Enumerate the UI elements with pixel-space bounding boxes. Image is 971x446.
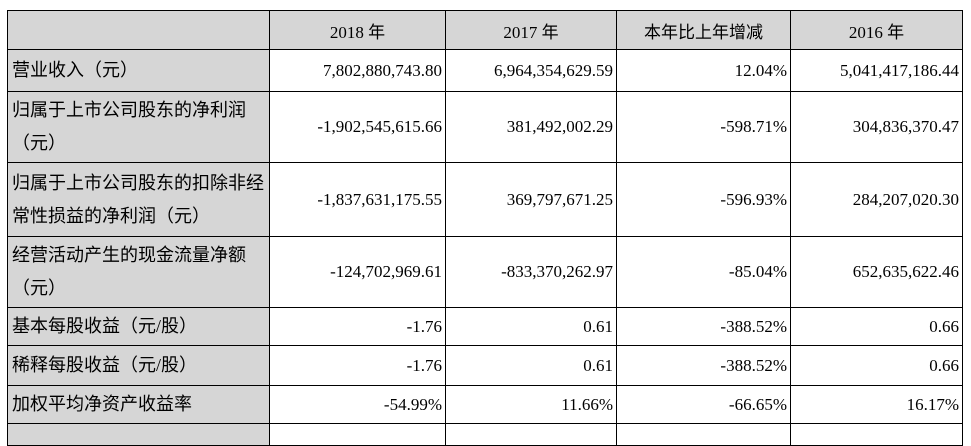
row-label: 营业收入（元）: [7, 49, 270, 92]
cell-2017-value: 0.61: [445, 307, 617, 346]
cell-yoy-value: 12.04%: [616, 49, 791, 92]
row-label-line: 常性损益的净利润（元）: [12, 205, 210, 226]
header-cell-year-2017: 2017 年: [445, 10, 617, 50]
cell-2018-value: -124,702,969.61: [269, 236, 446, 308]
cell-2016-value: 16.17%: [790, 385, 963, 424]
cell-2017-value: 11.66%: [445, 385, 617, 424]
row-label-line: 归属于上市公司股东的扣除非经: [12, 172, 264, 193]
header-cell-empty: [7, 10, 270, 50]
row-label-line: 经营活动产生的现金流量净额: [12, 245, 246, 265]
cell-2017-value: 0.61: [445, 345, 617, 386]
cell-yoy-value: -66.65%: [616, 385, 791, 424]
cell-yoy-value: -85.04%: [616, 236, 791, 308]
header-cell-yoy-change: 本年比上年增减: [616, 10, 791, 50]
cell-2016-value: 0.66: [790, 345, 963, 386]
cell-2017-value: -833,370,262.97: [445, 236, 617, 308]
table-row-diluted-eps: 稀释每股收益（元/股） -1.76 0.61 -388.52% 0.66: [7, 345, 963, 386]
table-row-basic-eps: 基本每股收益（元/股） -1.76 0.61 -388.52% 0.66: [7, 307, 963, 346]
row-label: 加权平均净资产收益率: [7, 385, 270, 424]
header-cell-year-2018: 2018 年: [269, 10, 446, 50]
header-cell-year-2016: 2016 年: [790, 10, 963, 50]
cell-2018-value: -1,837,631,175.55: [269, 162, 446, 237]
financial-summary-table: 2018 年 2017 年 本年比上年增减 2016 年 营业收入（元） 7,8…: [7, 10, 963, 446]
header-row: 2018 年 2017 年 本年比上年增减 2016 年: [7, 10, 963, 50]
cell-yoy-value: [616, 423, 791, 446]
cell-2016-value: 5,041,417,186.44: [790, 49, 963, 92]
cell-2018-value: 7,802,880,743.80: [269, 49, 446, 92]
row-label: [7, 423, 270, 446]
cell-2016-value: 652,635,622.46: [790, 236, 963, 308]
row-label: 经营活动产生的现金流量净额 （元）: [7, 236, 270, 308]
cell-2016-value: [790, 423, 963, 446]
cell-yoy-value: -596.93%: [616, 162, 791, 237]
row-label: 稀释每股收益（元/股）: [7, 345, 270, 386]
cell-yoy-value: -388.52%: [616, 345, 791, 386]
table-row-operating-revenue: 营业收入（元） 7,802,880,743.80 6,964,354,629.5…: [7, 49, 963, 92]
cell-yoy-value: -388.52%: [616, 307, 791, 346]
table-row-operating-cash-flow: 经营活动产生的现金流量净额 （元） -124,702,969.61 -833,3…: [7, 236, 963, 308]
cell-2017-value: 6,964,354,629.59: [445, 49, 617, 92]
cell-2017-value: 381,492,002.29: [445, 91, 617, 163]
cell-2017-value: [445, 423, 617, 446]
cell-2018-value: [269, 423, 446, 446]
row-label-line: （元）: [12, 133, 66, 153]
cell-2016-value: 0.66: [790, 307, 963, 346]
cell-2018-value: -1.76: [269, 345, 446, 386]
cell-2016-value: 284,207,020.30: [790, 162, 963, 237]
row-label: 归属于上市公司股东的扣除非经 常性损益的净利润（元）: [7, 162, 270, 237]
row-label: 基本每股收益（元/股）: [7, 307, 270, 346]
table-row-partial: [7, 423, 963, 446]
row-label-line: 归属于上市公司股东的净利润: [12, 100, 246, 120]
table-row-net-profit: 归属于上市公司股东的净利润 （元） -1,902,545,615.66 381,…: [7, 91, 963, 163]
cell-yoy-value: -598.71%: [616, 91, 791, 163]
cell-2018-value: -1,902,545,615.66: [269, 91, 446, 163]
cell-2018-value: -1.76: [269, 307, 446, 346]
cell-2018-value: -54.99%: [269, 385, 446, 424]
cell-2017-value: 369,797,671.25: [445, 162, 617, 237]
row-label: 归属于上市公司股东的净利润 （元）: [7, 91, 270, 163]
row-label-line: （元）: [12, 278, 66, 298]
cell-2016-value: 304,836,370.47: [790, 91, 963, 163]
table-row-weighted-avg-roe: 加权平均净资产收益率 -54.99% 11.66% -66.65% 16.17%: [7, 385, 963, 424]
table-row-net-profit-excl-nonrecurring: 归属于上市公司股东的扣除非经 常性损益的净利润（元） -1,837,631,17…: [7, 162, 963, 237]
